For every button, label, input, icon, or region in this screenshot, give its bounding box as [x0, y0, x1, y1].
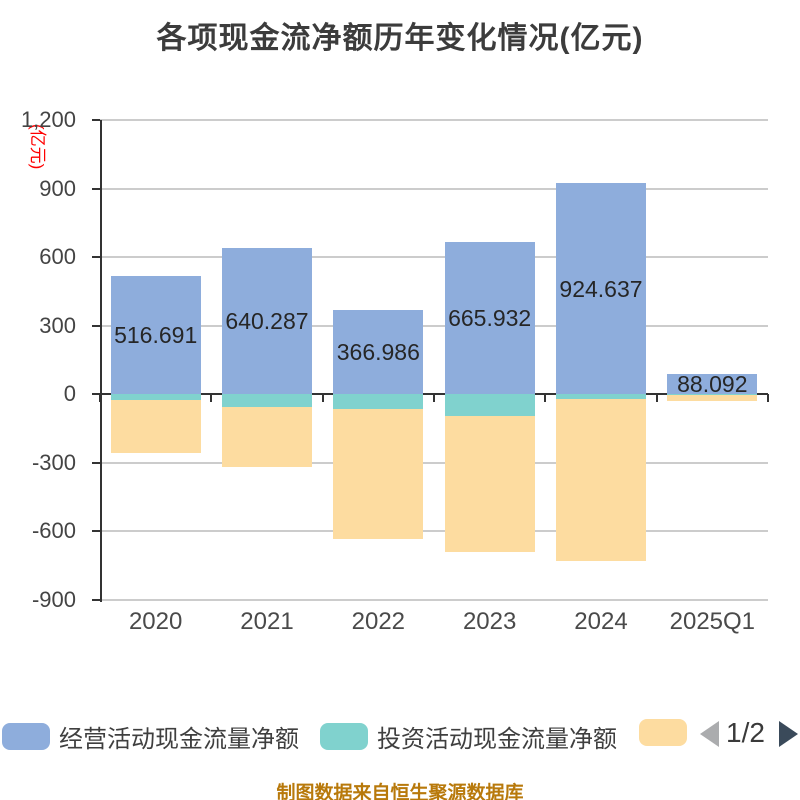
x-axis-tick — [433, 394, 435, 403]
y-axis-tick — [92, 187, 100, 190]
gridline--600 — [100, 530, 768, 533]
x-axis-tick — [544, 394, 547, 403]
y-axis-tick-label: 1,200 — [20, 107, 76, 132]
investing-cashflow-bar-2020 — [110, 394, 201, 400]
legend-item-2[interactable]: 投资活动现金流量净额 — [320, 719, 617, 754]
y-axis-line — [100, 120, 102, 602]
series3-cashflow-bar-2021 — [222, 406, 312, 468]
y-axis-tick-label: 300 — [39, 312, 76, 338]
series3-cashflow-bar-2020 — [110, 400, 201, 453]
y-axis-tick-label: -900 — [31, 587, 76, 612]
y-axis-tick-label: 900 — [39, 175, 76, 201]
legend-prev-page-icon[interactable] — [700, 721, 719, 747]
legend-next-page-icon[interactable] — [779, 721, 798, 747]
legend-swatch-1 — [2, 723, 50, 750]
operating-cashflow-bar-2024 — [556, 182, 646, 395]
operating-cashflow-bar-2025Q1 — [667, 374, 758, 395]
y-axis-tick — [92, 393, 100, 396]
chart-title: 各项现金流净额历年变化情况(亿元) — [156, 22, 644, 55]
legend-label-1: 经营活动现金流量净额 — [59, 726, 299, 753]
x-axis-tick — [210, 394, 213, 403]
x-axis-tick — [767, 394, 769, 403]
y-axis-tick — [92, 324, 100, 327]
y-axis-tick-label: 600 — [39, 244, 76, 270]
legend-page-indicator: 1/2 — [726, 717, 765, 748]
investing-cashflow-bar-2024 — [556, 394, 646, 399]
gridline--300 — [100, 461, 768, 464]
legend-item-3[interactable] — [639, 719, 687, 746]
y-axis-tick — [92, 461, 100, 464]
series3-cashflow-bar-2025Q1 — [667, 395, 758, 401]
gridline-1200 — [100, 119, 768, 121]
x-axis-label-2024: 2024 — [574, 608, 628, 635]
plot-area: 516.691 640.287 366.986 665.932 924.637 88.09… — [92, 119, 769, 602]
investing-cashflow-bar-2021 — [222, 394, 312, 407]
y-axis-tick — [92, 256, 100, 259]
x-axis-label-2023: 2023 — [462, 608, 517, 635]
y-axis-tick-label: -300 — [31, 449, 76, 475]
operating-cashflow-bar-2023 — [444, 242, 535, 395]
bar-value-label-2025Q1: 88.092 — [677, 371, 748, 398]
series3-cashflow-bar-2024 — [556, 398, 646, 562]
investing-cashflow-bar-2022 — [333, 394, 424, 410]
bar-value-label-2023: 665.932 — [448, 305, 532, 332]
x-axis-label-2020: 2020 — [128, 608, 183, 635]
x-axis-label-2025Q1: 2025Q1 — [669, 608, 756, 635]
legend-swatch-2 — [320, 723, 368, 750]
gridline-600 — [100, 256, 768, 259]
source-note: 制图数据来自恒生聚源数据库 — [276, 783, 524, 800]
operating-cashflow-bar-2022 — [333, 310, 424, 395]
x-axis-tick — [655, 394, 658, 403]
y-axis-tick-label: 0 — [63, 381, 76, 407]
y-axis-tick-label: -600 — [31, 518, 76, 544]
x-axis-label-2022: 2022 — [351, 608, 406, 635]
series3-cashflow-bar-2023 — [444, 416, 535, 552]
legend-label-2: 投资活动现金流量净额 — [377, 726, 617, 753]
operating-cashflow-bar-2020 — [110, 276, 201, 395]
y-axis-tick — [92, 530, 100, 533]
operating-cashflow-bar-2021 — [222, 247, 312, 395]
bar-value-label-2022: 366.986 — [336, 339, 420, 366]
bar-value-label-2024: 924.637 — [559, 275, 643, 302]
legend-item-1[interactable]: 经营活动现金流量净额 — [2, 719, 299, 754]
x-axis-label-2021: 2021 — [240, 608, 294, 635]
investing-cashflow-bar-2023 — [444, 394, 535, 416]
y-axis-tick — [92, 119, 100, 121]
x-axis-tick — [99, 394, 101, 403]
bar-value-label-2021: 640.287 — [225, 308, 309, 335]
legend-swatch-3 — [639, 719, 687, 746]
gridline--900 — [100, 599, 768, 601]
x-axis-tick — [321, 394, 324, 403]
gridline-300 — [100, 324, 768, 327]
series3-cashflow-bar-2022 — [333, 409, 424, 540]
bar-value-label-2020: 516.691 — [114, 322, 198, 349]
investing-cashflow-bar-2025Q1 — [667, 394, 758, 396]
y-axis-tick — [92, 599, 100, 601]
gridline-900 — [100, 187, 768, 190]
